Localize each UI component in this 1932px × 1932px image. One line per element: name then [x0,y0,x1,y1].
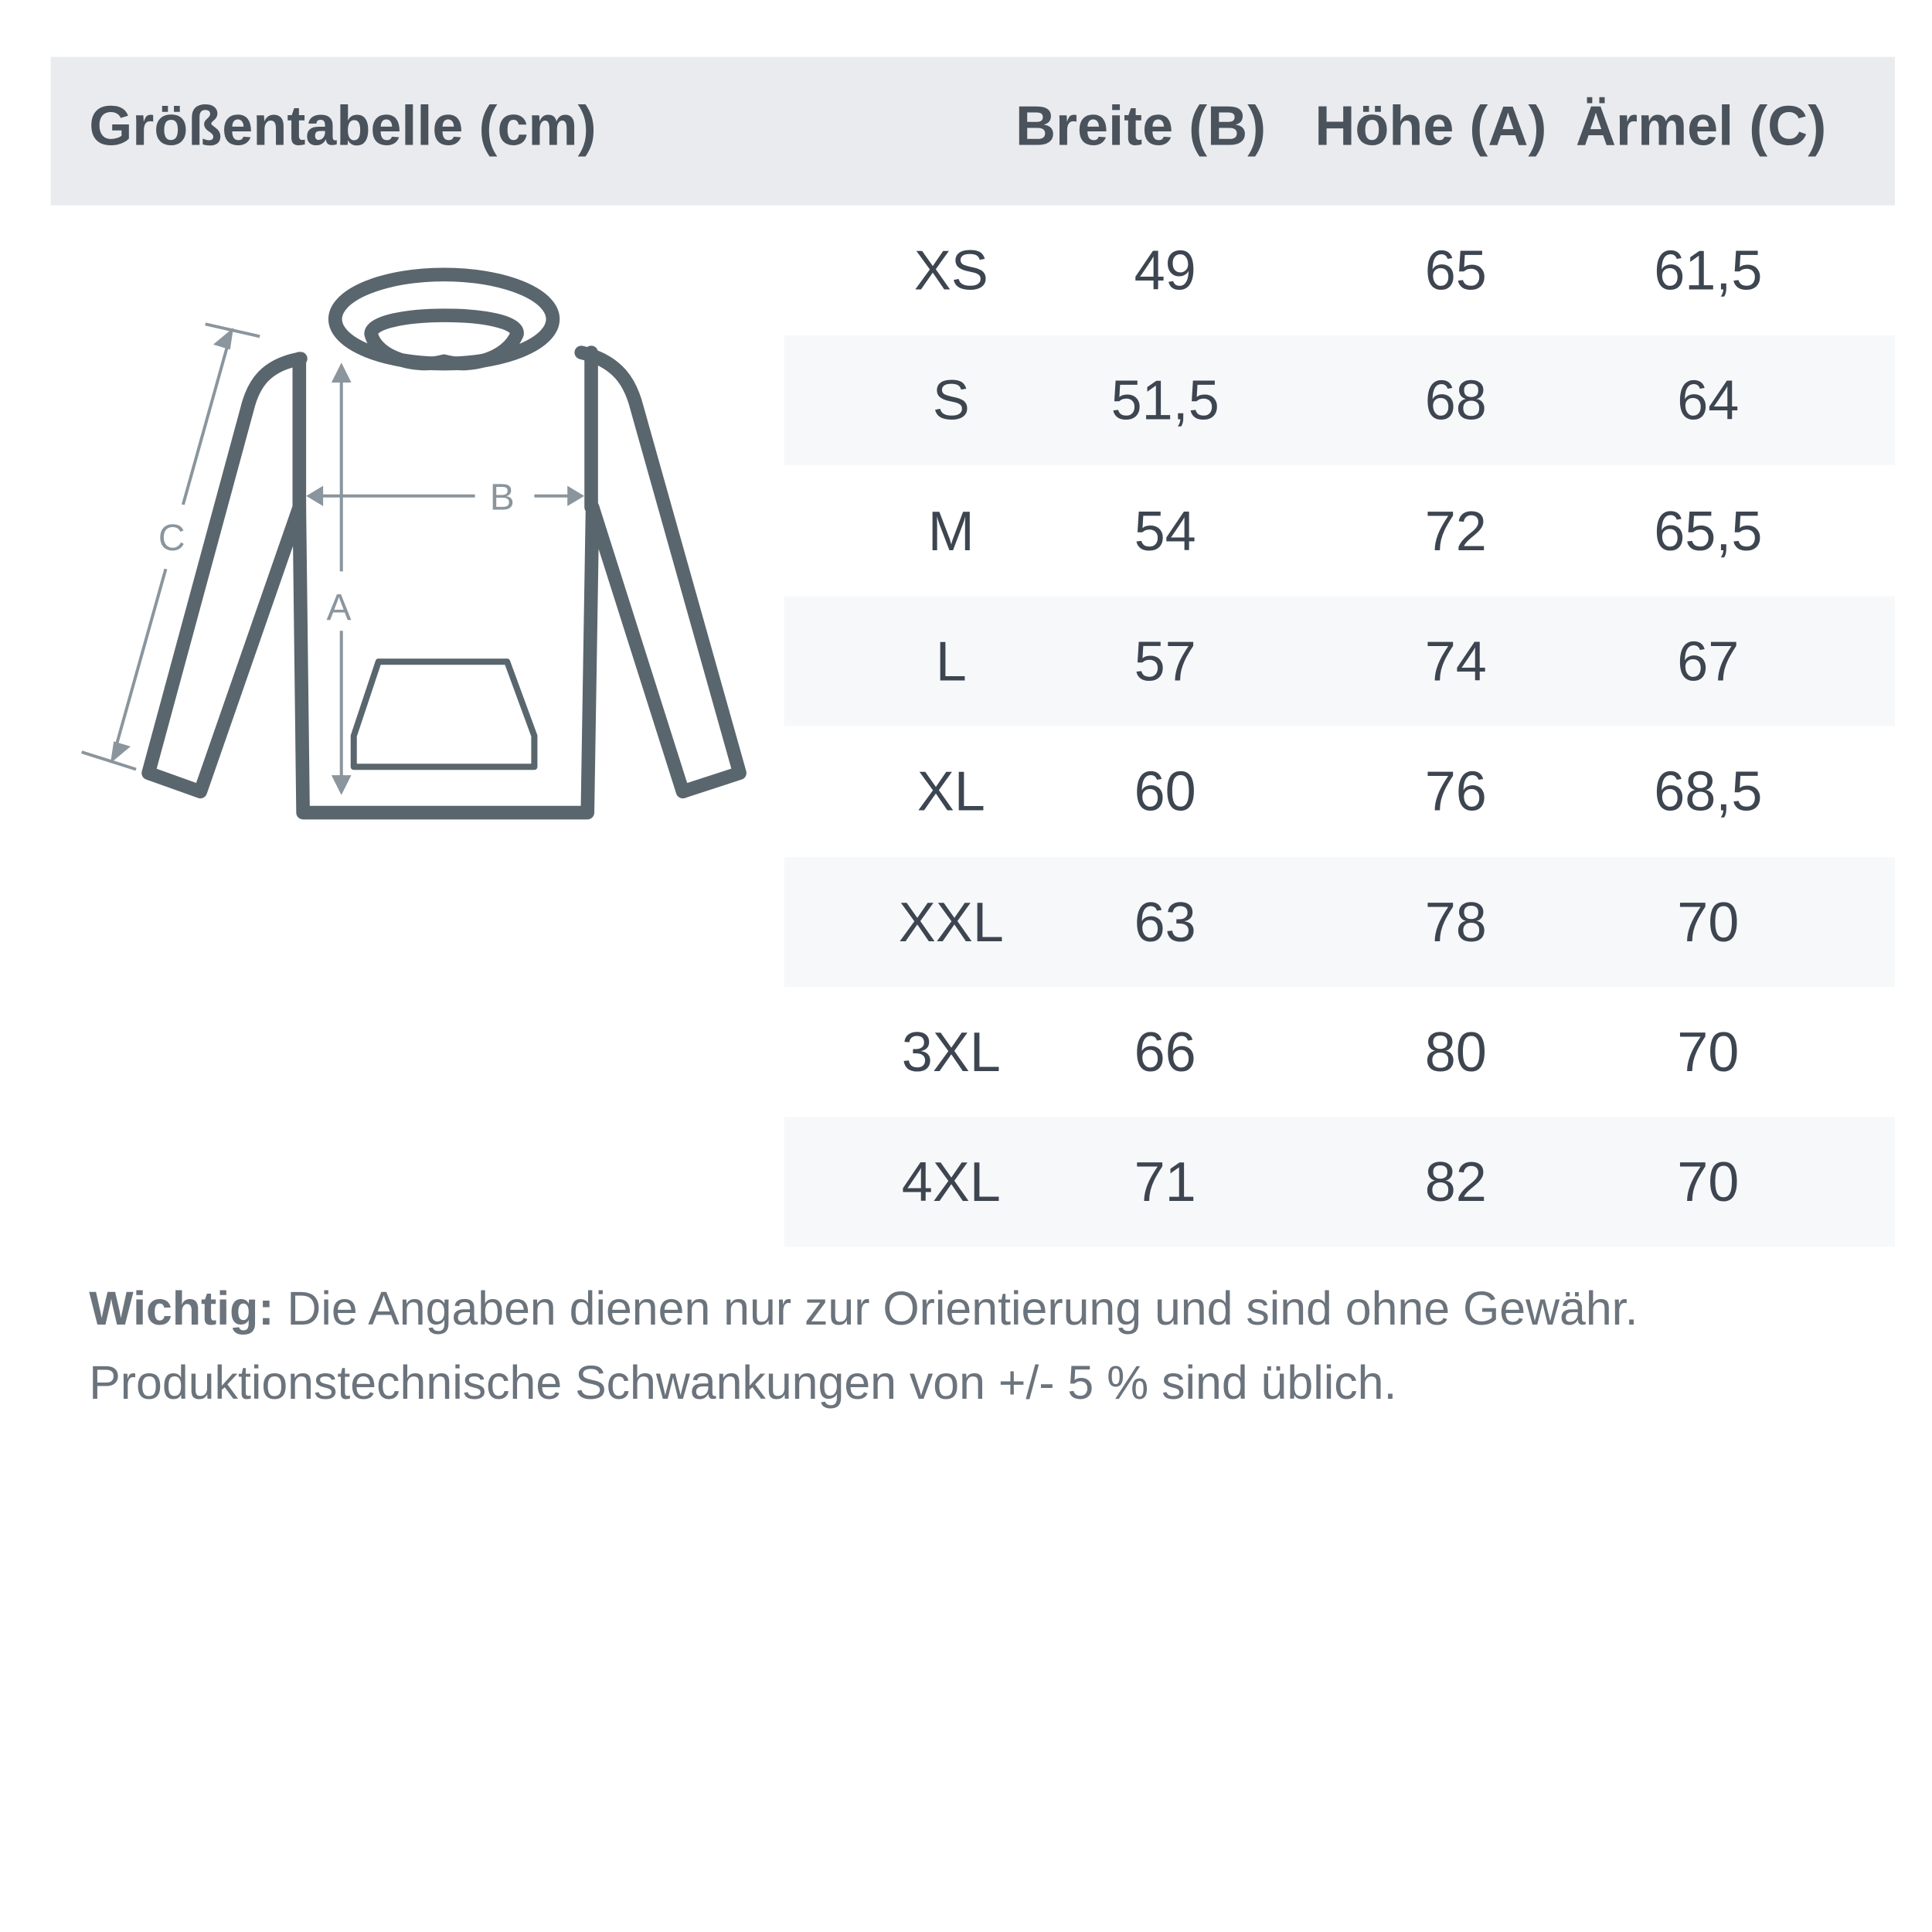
table-header: Größentabelle (cm) Breite (B) Höhe (A) Ä… [50,56,1895,206]
cell-size: 4XL [901,1150,1001,1214]
cell-breite: 54 [1134,498,1196,563]
cell-hoehe: 72 [1424,498,1487,563]
cell-aermel: 70 [1677,889,1740,954]
cell-hoehe: 76 [1424,760,1487,823]
note-line-2: Produktionstechnische Schwankungen von +… [89,1358,1397,1410]
cell-size: 3XL [901,1020,1001,1083]
cell-breite: 71 [1134,1150,1196,1214]
cell-size: L [935,629,967,693]
cell-size: XXL [898,889,1004,954]
note-text-1: Die Angaben dienen nur zur Orientierung … [274,1284,1638,1336]
table-row: XS 49 65 61,5 [784,206,1895,335]
label-a: A [327,587,352,628]
table-row: M 54 72 65,5 [784,466,1895,596]
table-row: L 57 74 67 [784,596,1895,726]
hoodie-body-outline [141,345,747,820]
cell-aermel: 61,5 [1654,238,1763,302]
hoodie-collar [364,308,524,371]
cell-hoehe: 80 [1424,1020,1487,1083]
cell-aermel: 70 [1677,1020,1740,1083]
label-c: C [158,518,185,559]
cell-breite: 51,5 [1111,369,1219,433]
cell-hoehe: 68 [1424,369,1487,433]
column-header-hoehe: Höhe (A) [1315,94,1547,158]
label-b: B [490,477,515,518]
cell-hoehe: 82 [1424,1150,1487,1214]
page-title: Größentabelle (cm) [89,94,597,158]
column-header-breite: Breite (B) [1015,94,1267,158]
note-line-1: Wichtig: Die Angaben dienen nur zur Orie… [89,1284,1638,1337]
cell-breite: 66 [1134,1020,1196,1083]
cell-aermel: 64 [1677,369,1740,433]
cell-hoehe: 65 [1424,238,1487,302]
hoodie-pocket [350,658,538,770]
table-row: XL 60 76 68,5 [784,726,1895,856]
cell-size: S [932,369,970,433]
cell-breite: 63 [1134,889,1196,954]
column-header-aermel: Ärmel (C) [1576,94,1827,158]
cell-size: XS [913,238,988,302]
table-row: 4XL 71 82 70 [784,1117,1895,1247]
cell-aermel: 65,5 [1654,498,1763,563]
cell-breite: 60 [1134,760,1196,823]
cell-hoehe: 74 [1424,629,1487,693]
cell-breite: 57 [1134,629,1196,693]
arrow-c [181,335,232,505]
cell-size: M [927,498,975,563]
table-row: 3XL 66 80 70 [784,987,1895,1117]
table-row: S 51,5 68 64 [784,335,1895,466]
table-row: XXL 63 78 70 [784,856,1895,987]
cell-size: XL [917,760,985,823]
note-label: Wichtig: [89,1284,274,1336]
hoodie-side-lines [292,345,598,515]
cell-hoehe: 78 [1424,889,1487,954]
cell-breite: 49 [1134,238,1196,302]
hoodie-diagram: B A C [81,267,747,820]
cell-aermel: 70 [1677,1150,1740,1214]
cell-aermel: 67 [1677,629,1740,693]
cell-aermel: 68,5 [1654,760,1763,823]
